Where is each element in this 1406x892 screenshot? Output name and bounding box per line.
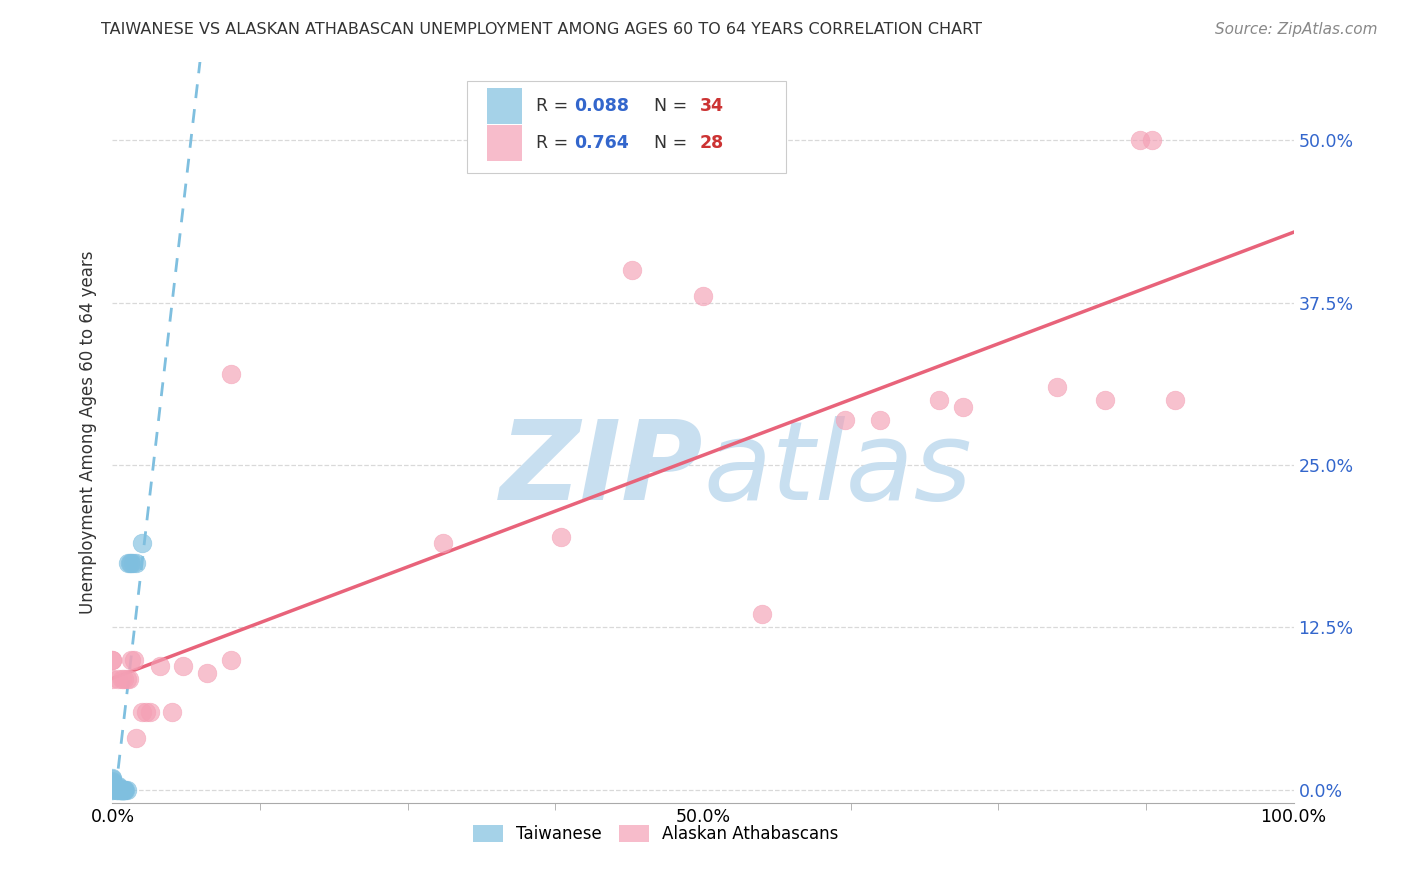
Point: [1046, 380, 1069, 394]
Legend: Taiwanese, Alaskan Athabascans: Taiwanese, Alaskan Athabascans: [467, 819, 845, 850]
Text: R =: R =: [537, 134, 574, 153]
Point: [101, 779, 124, 793]
Point: [219, 367, 242, 381]
Text: ZIP: ZIP: [499, 417, 703, 523]
Point: [112, 782, 135, 797]
Point: [101, 775, 124, 789]
Point: [160, 705, 183, 719]
Point: [952, 400, 974, 414]
Point: [112, 782, 135, 797]
Point: [172, 659, 194, 673]
Point: [101, 772, 124, 787]
Point: [928, 393, 950, 408]
Point: [112, 782, 135, 797]
Point: [219, 653, 242, 667]
Point: [1094, 393, 1116, 408]
Point: [122, 653, 145, 667]
Point: [114, 782, 136, 797]
Point: [869, 412, 891, 426]
Point: [101, 782, 124, 797]
Point: [131, 705, 153, 719]
Point: [120, 556, 142, 570]
Point: [101, 771, 124, 785]
Point: [195, 665, 218, 680]
Point: [101, 776, 124, 790]
Text: N =: N =: [643, 134, 693, 153]
Point: [117, 556, 139, 570]
Point: [101, 776, 124, 790]
Point: [110, 782, 132, 797]
Point: [125, 731, 148, 745]
Point: [131, 536, 153, 550]
Y-axis label: Unemployment Among Ages 60 to 64 years: Unemployment Among Ages 60 to 64 years: [79, 251, 97, 615]
Point: [101, 779, 124, 793]
Point: [120, 556, 142, 570]
Point: [101, 782, 124, 797]
FancyBboxPatch shape: [486, 88, 522, 124]
Point: [121, 556, 143, 570]
Point: [101, 780, 124, 795]
Point: [115, 673, 138, 687]
FancyBboxPatch shape: [486, 126, 522, 161]
Point: [105, 782, 128, 797]
Text: 0.088: 0.088: [574, 97, 630, 115]
Point: [1164, 393, 1187, 408]
Point: [149, 659, 172, 673]
Point: [118, 673, 141, 687]
Point: [107, 673, 129, 687]
Point: [112, 782, 135, 797]
Point: [1129, 133, 1152, 147]
Point: [101, 653, 124, 667]
Point: [692, 289, 714, 303]
Text: N =: N =: [643, 97, 693, 115]
Point: [125, 556, 148, 570]
Point: [139, 705, 162, 719]
Point: [110, 782, 132, 797]
Point: [111, 782, 134, 797]
Text: atlas: atlas: [703, 417, 972, 523]
Point: [432, 536, 454, 550]
Point: [135, 705, 157, 719]
Point: [107, 779, 129, 793]
Text: TAIWANESE VS ALASKAN ATHABASCAN UNEMPLOYMENT AMONG AGES 60 TO 64 YEARS CORRELATI: TAIWANESE VS ALASKAN ATHABASCAN UNEMPLOY…: [101, 22, 981, 37]
Point: [108, 782, 131, 797]
FancyBboxPatch shape: [467, 81, 786, 173]
Text: 28: 28: [699, 134, 724, 153]
Text: Source: ZipAtlas.com: Source: ZipAtlas.com: [1215, 22, 1378, 37]
Point: [621, 263, 644, 277]
Point: [115, 782, 138, 797]
Point: [550, 529, 572, 543]
Point: [112, 782, 135, 797]
Point: [834, 412, 856, 426]
Point: [107, 780, 129, 795]
Point: [112, 673, 135, 687]
Point: [101, 673, 124, 687]
Text: 0.764: 0.764: [574, 134, 628, 153]
Point: [111, 782, 134, 797]
Point: [101, 653, 124, 667]
Point: [101, 773, 124, 788]
Point: [108, 782, 131, 797]
Point: [751, 607, 773, 622]
Point: [120, 653, 142, 667]
Point: [111, 673, 134, 687]
Point: [105, 782, 128, 797]
Text: 34: 34: [699, 97, 724, 115]
Text: R =: R =: [537, 97, 574, 115]
Point: [1140, 133, 1163, 147]
